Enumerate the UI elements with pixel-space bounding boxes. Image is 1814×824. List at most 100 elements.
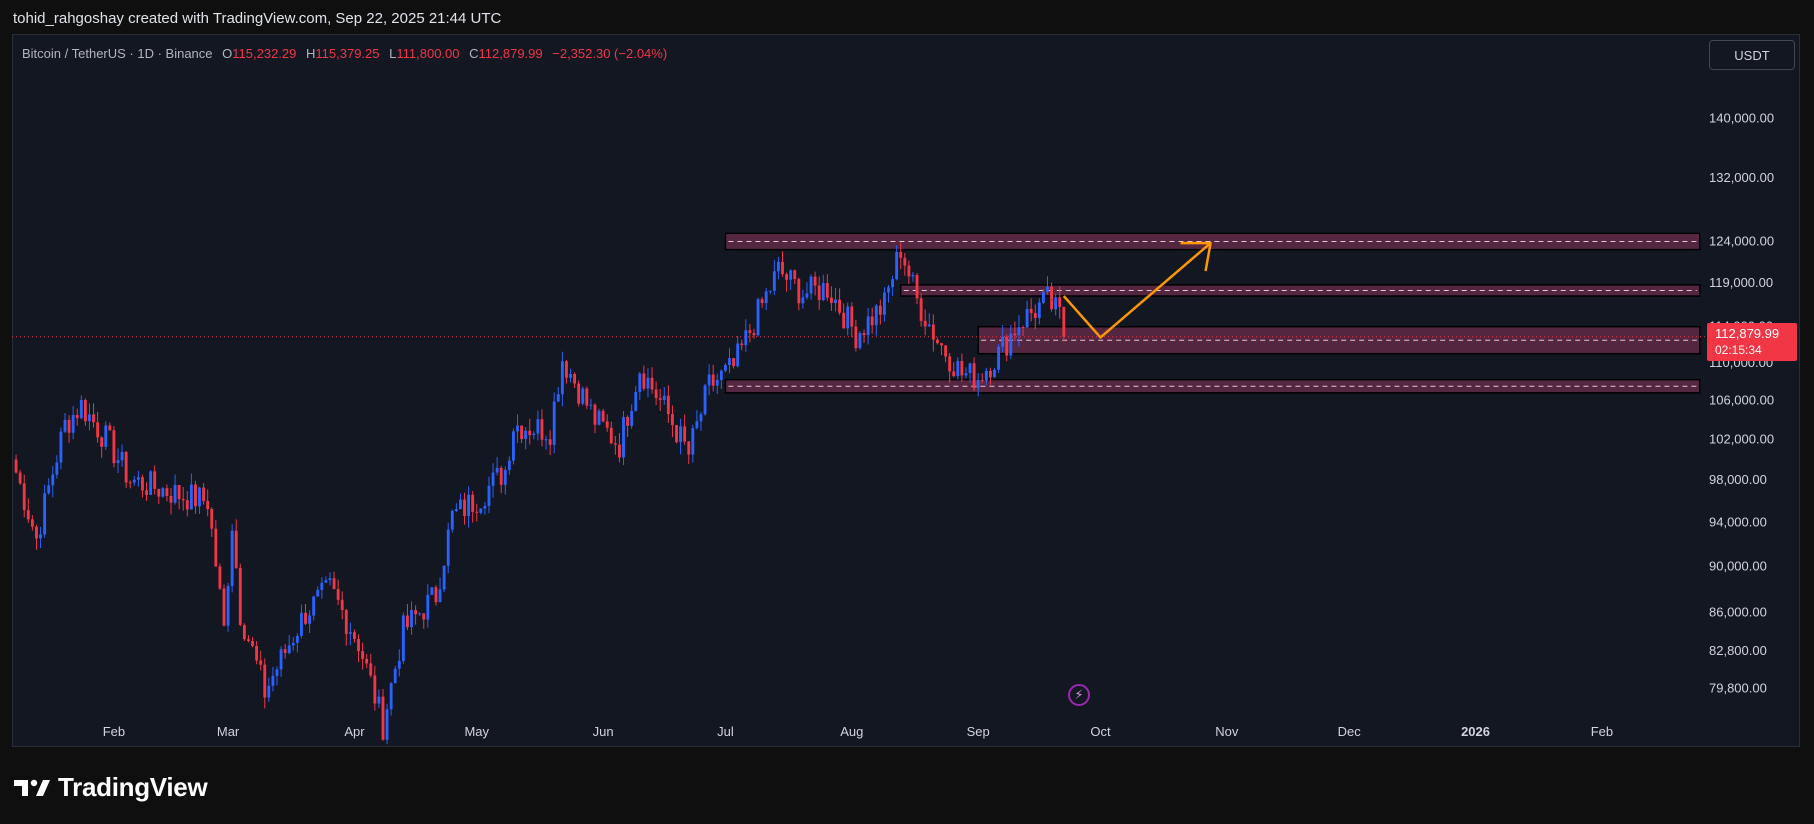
candle-body bbox=[328, 578, 332, 581]
candle-body bbox=[22, 483, 26, 511]
candle-body bbox=[426, 594, 430, 620]
candle-body bbox=[373, 675, 377, 704]
candle-body bbox=[312, 596, 316, 616]
candle-body bbox=[980, 379, 984, 381]
candle-body bbox=[585, 388, 589, 406]
candle-body bbox=[206, 500, 210, 510]
x-tick-label: Dec bbox=[1338, 724, 1362, 739]
candle-body bbox=[344, 609, 348, 634]
candle-body bbox=[88, 414, 91, 422]
candle-body bbox=[422, 613, 426, 620]
candle-body bbox=[136, 477, 140, 480]
candle-body bbox=[618, 444, 621, 458]
candle-body bbox=[556, 394, 560, 402]
candle-body bbox=[483, 505, 487, 509]
candle-body bbox=[919, 298, 923, 321]
candle-body bbox=[789, 270, 793, 280]
candle-body bbox=[173, 484, 177, 503]
candle-body bbox=[923, 320, 927, 327]
candle-body bbox=[226, 586, 230, 626]
candle-body bbox=[198, 487, 201, 507]
candle-body bbox=[271, 675, 275, 686]
candle-body bbox=[1013, 333, 1017, 336]
candle-body bbox=[658, 398, 662, 400]
candle-body bbox=[475, 511, 479, 513]
candle-body bbox=[675, 425, 678, 443]
candle-body bbox=[414, 610, 418, 615]
candle-body bbox=[679, 426, 683, 443]
y-tick-label: 82,800.00 bbox=[1709, 643, 1767, 658]
candle-body bbox=[801, 297, 805, 304]
candle-body bbox=[1050, 286, 1053, 310]
candle-body bbox=[809, 276, 813, 294]
candle-body bbox=[858, 333, 862, 349]
candle-body bbox=[332, 578, 336, 590]
candle-body bbox=[829, 297, 833, 304]
candle-body bbox=[83, 400, 87, 422]
candle-body bbox=[984, 370, 988, 381]
candle-body bbox=[112, 430, 116, 464]
candle-body bbox=[26, 510, 30, 520]
candle-body bbox=[442, 565, 446, 590]
candle-body bbox=[915, 275, 919, 299]
candle-body bbox=[891, 279, 895, 288]
candle-body bbox=[952, 371, 956, 377]
candle-body bbox=[389, 683, 393, 710]
candle-body bbox=[467, 494, 471, 517]
candle-body bbox=[1005, 336, 1009, 356]
candle-body bbox=[177, 484, 181, 499]
candle-body bbox=[454, 508, 458, 511]
close-value: 112,879.99 bbox=[478, 46, 543, 61]
candle-body bbox=[202, 487, 206, 501]
candle-body bbox=[181, 498, 185, 501]
candle-body bbox=[605, 421, 609, 428]
x-tick-label: May bbox=[464, 724, 489, 739]
candle-body bbox=[638, 373, 642, 393]
candle-body bbox=[291, 642, 295, 646]
high-label: H bbox=[306, 46, 316, 61]
candle-body bbox=[760, 299, 764, 304]
projection-arrowhead bbox=[1180, 241, 1212, 272]
candle-body bbox=[593, 404, 597, 425]
price-zone bbox=[977, 325, 1701, 355]
candle-body bbox=[1062, 306, 1066, 337]
candle-body bbox=[569, 374, 572, 378]
last-price-badge: 112,879.99 02:15:34 bbox=[1707, 323, 1797, 361]
candle-body bbox=[255, 646, 259, 661]
candle-body bbox=[47, 485, 51, 494]
chart-caption: tohid_rahgoshay created with TradingView… bbox=[13, 10, 502, 27]
tradingview-logo[interactable]: TradingView bbox=[14, 772, 208, 803]
candle-body bbox=[1001, 336, 1005, 347]
candle-body bbox=[295, 635, 299, 643]
candle-body bbox=[357, 638, 360, 652]
candle-body bbox=[862, 333, 866, 336]
candle-body bbox=[976, 379, 980, 389]
candle-body bbox=[35, 526, 38, 539]
candle-body bbox=[524, 430, 528, 440]
candle-body bbox=[772, 271, 776, 291]
candle-body bbox=[565, 361, 568, 378]
candle-body bbox=[1021, 326, 1025, 328]
bar-countdown: 02:15:34 bbox=[1715, 343, 1762, 357]
y-tick-label: 140,000.00 bbox=[1709, 110, 1774, 125]
candle-body bbox=[695, 421, 699, 429]
low-label: L bbox=[389, 46, 397, 61]
candle-body bbox=[251, 641, 254, 647]
candle-body bbox=[1058, 297, 1062, 307]
candle-body bbox=[210, 509, 214, 529]
candle-body bbox=[463, 499, 466, 517]
candle-body bbox=[446, 529, 450, 566]
candle-body bbox=[14, 459, 18, 473]
candle-body bbox=[459, 499, 462, 509]
candle-body bbox=[887, 287, 890, 293]
candle-body bbox=[55, 462, 59, 475]
y-tick-label: 119,000.00 bbox=[1709, 275, 1773, 290]
currency-selector[interactable]: USDT bbox=[1709, 40, 1795, 70]
candle-body bbox=[927, 324, 931, 327]
y-tick-label: 102,000.00 bbox=[1709, 431, 1774, 446]
lightning-icon[interactable]: ⚡ bbox=[1068, 684, 1090, 706]
x-tick-label: Apr bbox=[344, 724, 365, 739]
candle-body bbox=[609, 427, 613, 444]
y-tick-label: 79,800.00 bbox=[1709, 680, 1767, 695]
